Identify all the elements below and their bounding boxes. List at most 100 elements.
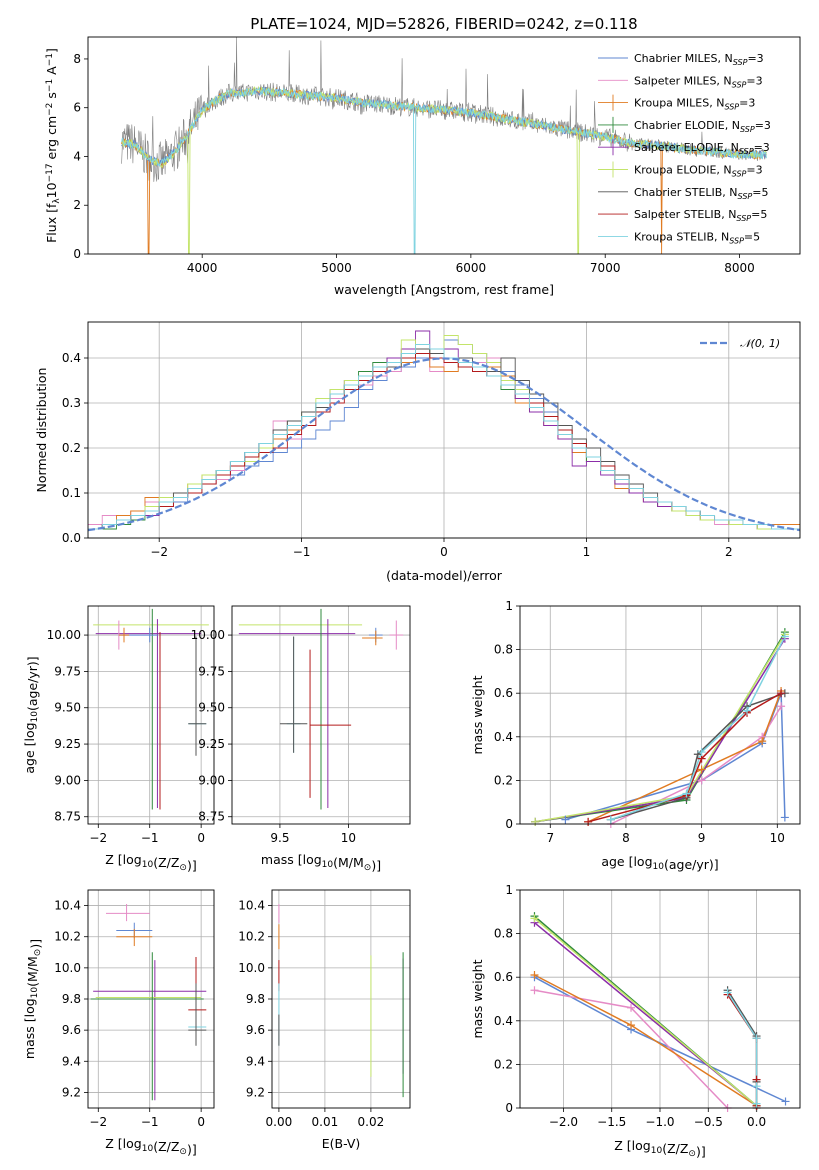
- panel-residuals: −2 −1 0 1 2 0.0 0.1 0.2 0.3 0.4 𝒩(0, 1): [62, 321, 801, 559]
- point-marker: [530, 986, 539, 995]
- axes-frame: [231, 605, 411, 825]
- x-tick-label: 0.00: [266, 1115, 293, 1129]
- x-tick-label: 4000: [187, 261, 218, 275]
- y-tick-label: 4: [73, 149, 81, 163]
- x-tick-label: 7: [546, 831, 554, 845]
- x-axis-label: age [log10(age/yr)]: [601, 854, 718, 872]
- axes-frame: [519, 605, 801, 825]
- errorbar-kroupa-miles: [118, 627, 130, 643]
- y-tick-label: 9.00: [198, 773, 225, 787]
- chart-title: PLATE=1024, MJD=52826, FIBERID=0242, z=0…: [250, 15, 637, 33]
- y-tick-label: 0: [73, 247, 81, 261]
- y-tick-label: 9.8: [62, 992, 81, 1006]
- y-tick-label: 9.50: [198, 701, 225, 715]
- panel-mass-vs-ebv: 0.00 0.01 0.02 9.2 9.4 9.6 9.8 10.0 10.2 10.4: [238, 889, 411, 1129]
- point-marker: [531, 817, 540, 826]
- legend-label: Kroupa ELODIE, NSSP=3: [634, 164, 763, 179]
- errorbar-salpeter-miles: [106, 904, 150, 922]
- point-marker: [752, 1099, 761, 1108]
- plot-area: [238, 608, 404, 810]
- y-tick-label: 0.4: [494, 1014, 513, 1028]
- panel-age-vs-z: −2 −1 0 8.75 9.00 9.25 9.50 9.75 10.00: [47, 605, 215, 845]
- y-tick-label: 9.4: [246, 1054, 265, 1068]
- y-tick-label: 2: [73, 198, 81, 212]
- y-tick-label: 0.4: [494, 730, 513, 744]
- panel-weight-vs-z: −2.0 −1.5 −1.0 −0.5 0.0 0 0.2 0.4 0.6 0.8 1: [494, 883, 801, 1129]
- legend: Chabrier MILES, NSSP=3 Salpeter MILES, NS…: [598, 52, 771, 245]
- y-tick-label: 0: [505, 1101, 513, 1115]
- errorbar-chabrier-stelib: [188, 983, 207, 1046]
- x-axis-label: Z [log10(Z/Z⊙)]: [105, 1136, 196, 1157]
- point-marker: [777, 702, 786, 711]
- y-tick-label: 8.75: [198, 810, 225, 824]
- y-tick-label: 8.75: [54, 810, 81, 824]
- y-tick-label: 10.4: [54, 899, 81, 913]
- errorbar-kroupa-miles: [362, 630, 383, 646]
- legend-label: Chabrier ELODIE, NSSP=3: [634, 119, 771, 134]
- x-tick-label: 0: [440, 545, 448, 559]
- errorbar-kroupa-stelib: [188, 1011, 207, 1043]
- y-tick-label: 1: [505, 599, 513, 613]
- x-tick-label: 8: [622, 831, 630, 845]
- y-tick-label: 9.00: [54, 773, 81, 787]
- x-tick-label: 0: [197, 1115, 205, 1129]
- y-tick-label: 10.4: [238, 899, 265, 913]
- x-tick-label: 2: [725, 545, 733, 559]
- x-tick-label: −2: [89, 1115, 107, 1129]
- y-tick-label: 9.75: [198, 664, 225, 678]
- point-marker: [781, 1097, 790, 1106]
- histogram-kroupa-stelib: [88, 344, 800, 538]
- point-marker: [682, 789, 691, 798]
- y-tick-label: 10.00: [191, 628, 225, 642]
- y-tick-label: 0.6: [494, 970, 513, 984]
- errorbar-chabrier-stelib: [279, 636, 308, 753]
- y-axis-label: Flux [fλ10−17 erg cm−2 s−1 A−1]: [44, 48, 62, 243]
- x-tick-label: 5000: [321, 261, 352, 275]
- y-tick-label: 10.2: [54, 930, 81, 944]
- weight-line-chabrier-elodie: [534, 631, 786, 823]
- legend-label: 𝒩(0, 1): [740, 337, 780, 350]
- x-tick-label: 6000: [456, 261, 487, 275]
- x-tick-label: −1.5: [597, 1115, 626, 1129]
- point-marker: [780, 813, 789, 822]
- point-marker: [530, 914, 539, 923]
- y-tick-label: 9.75: [54, 664, 81, 678]
- legend-label: Kroupa MILES, NSSP=3: [634, 97, 755, 112]
- panel-age-vs-mass: 9.5 10 8.75 9.00 9.25 9.50 9.75 10.00: [191, 605, 411, 845]
- y-tick-label: 9.50: [54, 701, 81, 715]
- legend-label: Salpeter MILES, NSSP=3: [634, 74, 763, 89]
- y-axis-label: age [log10(age/yr)]: [22, 656, 40, 773]
- y-tick-label: 9.6: [62, 1023, 81, 1037]
- point-marker: [758, 737, 767, 746]
- point-marker: [627, 1021, 636, 1030]
- x-axis-label: Z [log10(Z/Z⊙)]: [105, 852, 196, 873]
- y-tick-label: 0.1: [62, 486, 81, 500]
- y-tick-label: 0.6: [494, 686, 513, 700]
- point-marker: [627, 1003, 636, 1012]
- y-tick-label: 0.0: [62, 531, 81, 545]
- gaussian-curve: [88, 357, 800, 532]
- panel-mass-vs-z: −2 −1 0 9.2 9.4 9.6 9.8 10.0 10.2 10.4: [54, 889, 215, 1129]
- point-marker: [697, 748, 706, 757]
- point-marker: [697, 776, 706, 785]
- errorbar-salpeter-elodie: [93, 960, 207, 1101]
- x-tick-label: 10: [341, 831, 356, 845]
- point-marker: [743, 706, 752, 715]
- y-axis-label: mass [log10(M/M⊙)]: [22, 939, 43, 1059]
- plot-area: [88, 330, 800, 538]
- weight-line-kroupa-elodie: [534, 917, 758, 1107]
- weight-line-kroupa-elodie: [534, 633, 786, 823]
- x-axis-label: mass [log10(M/M⊙)]: [261, 852, 381, 873]
- axes-frame: [271, 889, 411, 1109]
- x-tick-label: 0.01: [312, 1115, 339, 1129]
- point-marker: [777, 689, 786, 698]
- y-axis-label: Normed distribution: [34, 368, 49, 493]
- x-tick-label: −1: [141, 1115, 159, 1129]
- y-tick-label: 0.3: [62, 396, 81, 410]
- weight-line-kroupa-stelib: [610, 636, 786, 821]
- y-axis-label: mass weight: [470, 959, 485, 1038]
- errorbar-salpeter-elodie: [95, 619, 202, 809]
- panel-spectrum: 4000 5000 6000 7000 8000 0 2 4 6 8 Chabrier MILES,…: [73, 36, 801, 275]
- weight-line-salpeter-elodie: [534, 638, 786, 823]
- axes-frame: [87, 889, 215, 1109]
